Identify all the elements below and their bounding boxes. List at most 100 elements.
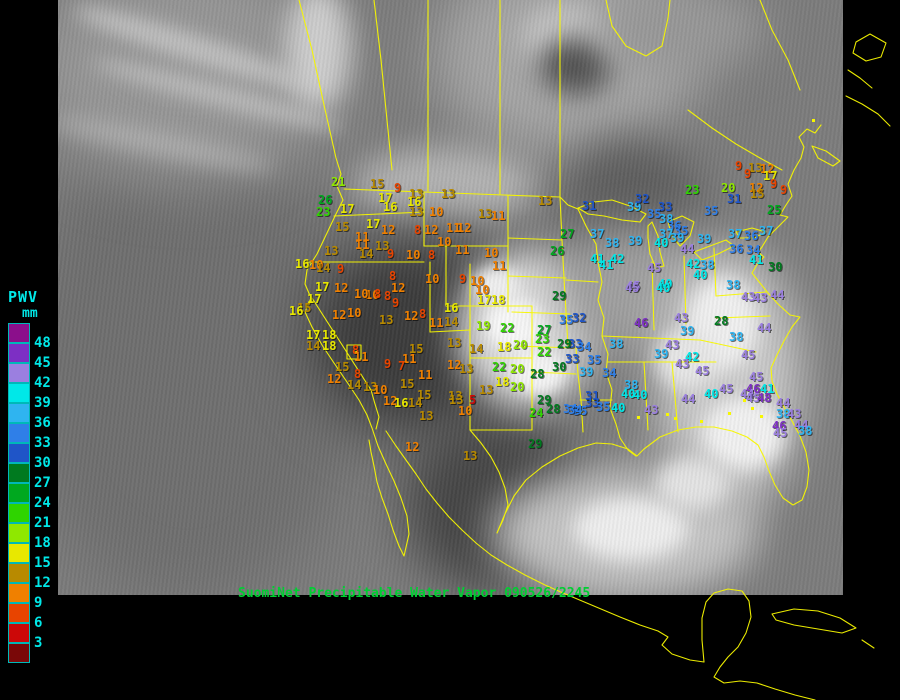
station-pwv-value: 13: [409, 205, 424, 219]
station-pwv-value: 39: [680, 324, 695, 338]
station-pwv-value: 30: [768, 260, 783, 274]
legend-swatch: [8, 643, 30, 663]
station-pwv-value: 18: [497, 340, 512, 354]
state-border: [643, 361, 649, 431]
station-pwv-value: 11: [354, 350, 369, 364]
station-pwv-value: 44: [681, 392, 696, 406]
station-pwv-value: 29: [552, 289, 567, 303]
station-pwv-value: 12: [332, 308, 347, 322]
satellite-image: [58, 0, 843, 595]
station-pwv-value: 10: [484, 246, 499, 260]
legend-value-label: 48: [34, 335, 51, 351]
station-pwv-value: 17: [366, 217, 381, 231]
station-pwv-value: 38: [729, 330, 744, 344]
station-pwv-value: 11: [455, 243, 470, 257]
legend-swatch: [8, 503, 30, 523]
station-pwv-value: 33: [585, 396, 600, 410]
station-pwv-value: 33: [565, 352, 580, 366]
station-pwv-value: 46: [746, 382, 761, 396]
station-pwv-value: 39: [697, 232, 712, 246]
station-pwv-value: 34: [577, 340, 592, 354]
lake-superior: [577, 199, 647, 223]
station-pwv-value: 9: [337, 262, 345, 276]
station-pwv-value: 39: [654, 347, 669, 361]
station-pwv-value: 46: [772, 419, 787, 433]
station-pwv-value: 38: [659, 212, 674, 226]
station-pwv-value: 29: [537, 393, 552, 407]
station-pwv-value: 20: [510, 380, 525, 394]
station-pwv-value: 39: [579, 365, 594, 379]
station-pwv-value: 45: [626, 279, 641, 293]
quebec-border: [759, 0, 801, 91]
station-pwv-value: 39: [628, 234, 643, 248]
station-pwv-value: 10: [309, 258, 324, 272]
station-pwv-value: 19: [476, 319, 491, 333]
station-pwv-value: 39: [670, 231, 685, 245]
legend-value-label: 12: [34, 575, 51, 591]
station-pwv-value: 38: [700, 258, 715, 272]
state-border: [713, 247, 717, 297]
legend-scale: 48 45 42 39 36 33 30 27 24 21 18 15 12 9 6 3: [6, 323, 66, 669]
station-pwv-value: 43: [644, 403, 659, 417]
legend-swatch: [8, 403, 30, 423]
station-pwv-value: 13: [447, 336, 462, 350]
legend-swatch: [8, 383, 30, 403]
station-pwv-value: 12: [391, 281, 406, 295]
station-pwv-value: 10: [437, 235, 452, 249]
station-pwv-value: 31: [727, 192, 742, 206]
station-pwv-value: 36: [667, 219, 682, 233]
station-pwv-value: 12: [749, 181, 764, 195]
station-pwv-value: 13: [459, 362, 474, 376]
station-pwv-value: 22: [492, 360, 507, 374]
station-pwv-value: 13: [375, 239, 390, 253]
station-pwv-value: 8: [414, 223, 422, 237]
legend-swatch: [8, 363, 30, 383]
st-lawrence-river: [687, 109, 783, 171]
station-pwv-value: 11: [492, 259, 507, 273]
station-pwv-value: 15: [297, 301, 312, 315]
state-border: [565, 279, 599, 283]
station-pwv-value: 46: [634, 316, 649, 330]
station-pwv-value: 18: [322, 339, 337, 353]
legend-value-label: 33: [34, 435, 51, 451]
station-pwv-value: 14: [408, 396, 423, 410]
station-pwv-value: 18: [322, 328, 337, 342]
station-pwv-value: 38: [624, 378, 639, 392]
state-border: [580, 399, 584, 433]
station-pwv-value: 8: [352, 343, 360, 357]
station-pwv-value: 15: [417, 388, 432, 402]
station-pwv-value: 10: [373, 383, 388, 397]
station-pwv-value: 44: [757, 321, 772, 335]
legend-unit: mm: [22, 306, 38, 321]
station-pwv-value: 38: [776, 407, 791, 421]
station-pwv-value: 36: [729, 242, 744, 256]
station-pwv-value: 16: [444, 301, 459, 315]
lake-michigan: [647, 221, 665, 269]
station-pwv-value: 45: [773, 426, 788, 440]
station-pwv-value: 10: [470, 274, 485, 288]
station-pwv-value: 40: [658, 277, 673, 291]
station-pwv-value: 9: [770, 177, 778, 191]
station-pwv-value: 12: [447, 358, 462, 372]
station-pwv-value: 14: [359, 247, 374, 261]
station-pwv-value: 30: [552, 360, 567, 374]
station-pwv-value: 17: [477, 293, 492, 307]
station-pwv-value: 45: [695, 364, 710, 378]
station-pwv-value: 44: [680, 242, 695, 256]
station-pwv-value: 32: [635, 192, 650, 206]
station-pwv-value: 29: [557, 337, 572, 351]
legend-value-label: 3: [34, 635, 43, 651]
coast-gulf-east: [469, 124, 822, 534]
station-pwv-value: 10: [425, 272, 440, 286]
station-pwv-value: 23: [316, 205, 331, 219]
bc-coast-range: [298, 0, 342, 175]
station-pwv-value: 9: [459, 272, 467, 286]
station-pwv-value: 17: [763, 169, 778, 183]
legend-value-label: 39: [34, 395, 51, 411]
us-canada-border: [343, 188, 579, 210]
station-pwv-value: 8: [384, 289, 392, 303]
station-pwv-value: 28: [530, 367, 545, 381]
coast-stlawrence-gulf: [847, 69, 873, 89]
station-pwv-value: 8: [374, 287, 382, 301]
